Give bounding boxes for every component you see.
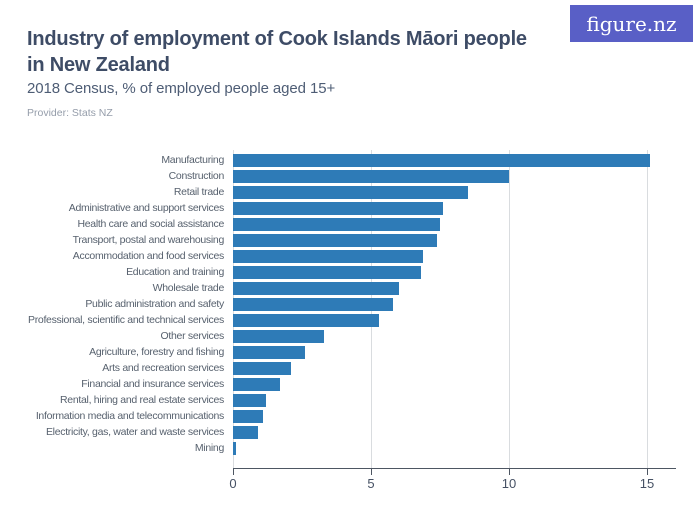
bar-row: Other services	[0, 328, 690, 344]
gridline-15	[647, 150, 648, 468]
category-label: Administrative and support services	[68, 202, 225, 214]
figure-nz-logo-text: figure.nz	[586, 11, 677, 36]
bar-row: Arts and recreation services	[0, 360, 690, 376]
tick-label-5: 5	[367, 476, 375, 491]
tick-label-0: 0	[229, 476, 237, 491]
bar	[233, 233, 438, 247]
bar	[233, 329, 325, 343]
category-label: Electricity, gas, water and waste servic…	[45, 426, 224, 438]
tick-label-10: 10	[501, 476, 517, 491]
chart-subtitle: 2018 Census, % of employed people aged 1…	[27, 80, 336, 97]
bar-row: Construction	[0, 168, 690, 184]
bar	[233, 361, 291, 375]
page-title-line1: Industry of employment of Cook Islands M…	[27, 28, 527, 50]
category-label: Information media and telecommunications	[35, 410, 224, 422]
bar	[233, 281, 399, 295]
bar-row: Information media and telecommunications	[0, 408, 690, 424]
bar-row: Accommodation and food services	[0, 248, 690, 264]
tick-mark-0	[233, 469, 234, 475]
bar	[233, 313, 380, 327]
bar	[233, 409, 264, 423]
gridline-10	[509, 150, 510, 468]
x-axis-line	[233, 468, 676, 469]
category-label: Mining	[194, 442, 224, 454]
figure-nz-logo[interactable]: figure.nz	[570, 5, 693, 42]
category-label: Other services	[160, 330, 225, 342]
category-label: Agriculture, forestry and fishing	[89, 346, 224, 358]
bar-row: Transport, postal and warehousing	[0, 232, 690, 248]
category-label: Financial and insurance services	[81, 378, 224, 390]
category-label: Retail trade	[173, 186, 224, 198]
bar-row: Retail trade	[0, 184, 690, 200]
bar-row: Rental, hiring and real estate services	[0, 392, 690, 408]
category-label: Education and training	[126, 266, 224, 278]
bar-row: Wholesale trade	[0, 280, 690, 296]
category-label: Arts and recreation services	[102, 362, 224, 374]
provider-note: Provider: Stats NZ	[27, 107, 113, 119]
category-label: Health care and social assistance	[77, 218, 224, 230]
bar-row: Mining	[0, 440, 690, 456]
bar	[233, 265, 421, 279]
tick-mark-10	[509, 469, 510, 475]
bar	[233, 297, 394, 311]
bar-row: Electricity, gas, water and waste servic…	[0, 424, 690, 440]
bar-row: Agriculture, forestry and fishing	[0, 344, 690, 360]
category-label: Professional, scientific and technical s…	[28, 314, 224, 326]
bar	[233, 377, 280, 391]
bar-row: Financial and insurance services	[0, 376, 690, 392]
bar	[233, 393, 267, 407]
bar	[233, 217, 440, 231]
category-label: Rental, hiring and real estate services	[60, 394, 224, 406]
bar	[233, 185, 468, 199]
bar	[233, 169, 509, 183]
page-title: Industry of employment of Cook Islands M…	[27, 26, 567, 78]
bar-row: Administrative and support services	[0, 200, 690, 216]
page-title-line2: in New Zealand	[27, 54, 170, 76]
bar	[233, 425, 258, 439]
bar-row: Education and training	[0, 264, 690, 280]
bar	[233, 441, 236, 455]
tick-mark-5	[371, 469, 372, 475]
bar	[233, 249, 424, 263]
category-label: Wholesale trade	[152, 282, 225, 294]
category-label: Accommodation and food services	[72, 250, 225, 262]
bar	[233, 201, 443, 215]
category-label: Construction	[168, 170, 225, 182]
category-label: Transport, postal and warehousing	[72, 234, 225, 246]
category-label: Public administration and safety	[85, 298, 224, 310]
bar-row: Health care and social assistance	[0, 216, 690, 232]
tick-mark-15	[647, 469, 648, 475]
category-label: Manufacturing	[161, 154, 224, 166]
bar	[233, 345, 305, 359]
tick-label-15: 15	[639, 476, 655, 491]
bar	[233, 153, 650, 167]
bar-row: Public administration and safety	[0, 296, 690, 312]
bar-row: Manufacturing	[0, 152, 690, 168]
bar-row: Professional, scientific and technical s…	[0, 312, 690, 328]
